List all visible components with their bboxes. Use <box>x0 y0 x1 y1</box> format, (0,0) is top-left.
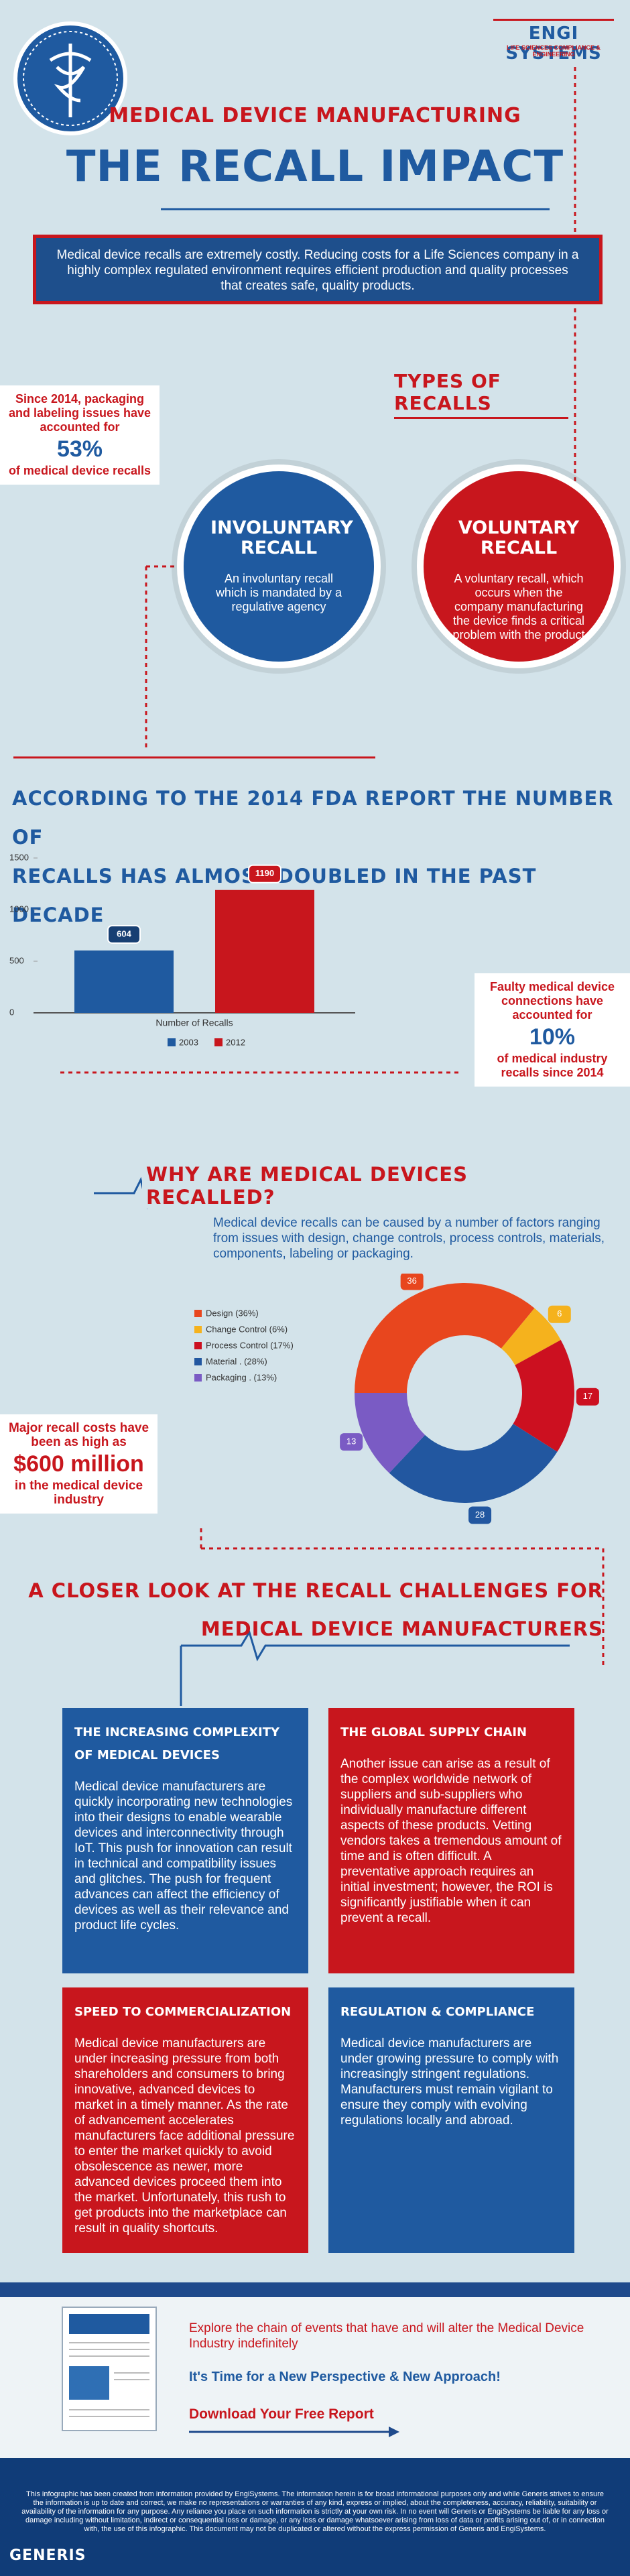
intro: Medical device recalls are extremely cos… <box>33 235 603 304</box>
box-text: Medical device manufacturers are under i… <box>74 2036 295 2235</box>
callout-cost: Major recall costs have been as high as … <box>0 1414 158 1514</box>
pie-chart: 36 Design (36%) 6 Change Control (6%) 17 Proc… <box>194 1274 599 1524</box>
legend-swatch <box>194 1310 202 1317</box>
types-heading: TYPES OF RECALLS <box>394 370 568 419</box>
closer-heading: A CLOSER LOOK AT THE RECALL CHALLENGES F… <box>27 1572 603 1648</box>
y-tick-label: 0 <box>9 1007 14 1017</box>
challenge-box: REGULATION & COMPLIANCE Medical device m… <box>328 1987 574 2253</box>
report-explore: Explore the chain of events that have an… <box>189 2321 584 2351</box>
brand-tagline: LIFE SCIENCES COMPLIANCE & ENGINEERING <box>506 44 601 58</box>
value-badge <box>548 1305 571 1323</box>
value-badge <box>400 1274 424 1290</box>
value-label: 36 <box>407 1276 416 1286</box>
legend-swatch <box>194 1342 202 1349</box>
legend-swatch <box>194 1326 202 1333</box>
challenge-box: THE INCREASING COMPLEXITY OF MEDICAL DEV… <box>62 1708 308 1973</box>
report-slogan: It's Time for a New Perspective & New Ap… <box>189 2370 501 2384</box>
y-tick-label: 1500 <box>9 852 29 862</box>
pie-slice <box>355 1393 426 1473</box>
why-text: Medical device recalls can be caused by … <box>213 1216 605 1261</box>
box-text: Medical device manufacturers are under g… <box>340 2036 559 2128</box>
callout-figure: $600 million <box>13 1451 144 1477</box>
value-badge <box>107 924 141 944</box>
callout-packaging: Since 2014, packaging and labeling issue… <box>0 385 160 485</box>
box-title: THE INCREASING COMPLEXITY OF MEDICAL DEV… <box>74 1725 279 1762</box>
disclaimer: This infographic has been created from i… <box>21 2490 609 2533</box>
callout-tail: of medical industry recalls since 2014 <box>497 1052 608 1079</box>
callout-faulty: Faulty medical device connections have a… <box>475 973 630 1087</box>
x-axis-label: Number of Recalls <box>155 1018 233 1028</box>
value-label: 13 <box>346 1436 356 1447</box>
value-badge <box>248 864 281 883</box>
value-badge <box>468 1506 492 1524</box>
value-label: 1190 <box>255 868 274 878</box>
value-label: 6 <box>557 1308 562 1318</box>
legend-swatch <box>194 1358 202 1365</box>
box-title: THE GLOBAL SUPPLY CHAIN <box>340 1725 527 1739</box>
circle-text: An involuntary recall which is mandated … <box>215 572 342 613</box>
box-title: REGULATION & COMPLIANCE <box>340 2005 535 2019</box>
generis-logo: GENERIS <box>9 2547 86 2564</box>
heading-line: ACCORDING TO THE 2014 FDA REPORT THE NUM… <box>12 787 614 849</box>
legend-swatch <box>194 1374 202 1382</box>
bar <box>215 890 314 1013</box>
challenge-box: SPEED TO COMMERCIALIZATION Medical devic… <box>62 1987 308 2253</box>
callout-tail: of medical device recalls <box>8 464 151 477</box>
legend-label: Material . (28%) <box>206 1356 267 1366</box>
legend-label: Packaging . (13%) <box>206 1372 277 1382</box>
circle-text: A voluntary recall, which occurs when th… <box>452 572 585 641</box>
pie-slice <box>513 1339 575 1452</box>
legend-swatch <box>214 1038 223 1046</box>
value-badge <box>340 1433 363 1451</box>
legend-label: Design (36%) <box>206 1308 259 1318</box>
pie-slice <box>501 1308 561 1365</box>
y-tick-label: 500 <box>9 955 24 965</box>
heading-line: A CLOSER LOOK AT THE RECALL CHALLENGES F… <box>28 1579 603 1602</box>
callout-lead: Faulty medical device connections have a… <box>489 980 615 1022</box>
legend-label: Change Control (6%) <box>206 1324 288 1334</box>
involuntary-circle: INVOLUNTARY RECALL An involuntary recall… <box>177 465 381 668</box>
pie-slice <box>355 1283 535 1393</box>
box-text: Another issue can arise as a result of t… <box>340 1757 562 1925</box>
legend-label: 2012 <box>226 1037 245 1047</box>
callout-lead: Since 2014, packaging and labeling issue… <box>8 392 151 434</box>
y-tick-label: 1000 <box>9 904 29 914</box>
bar-chart: 0 500 1000 1500 Number of Recalls 604 1190 2003… <box>9 852 355 1047</box>
box-text: Medical device manufacturers are quickly… <box>74 1780 293 1933</box>
callout-tail: in the medical device industry <box>14 1479 143 1507</box>
main-title: THE RECALL IMPACT <box>66 142 564 192</box>
pie-slice <box>389 1424 558 1503</box>
callout-figure: 53% <box>56 436 103 462</box>
heading-line: MEDICAL DEVICE MANUFACTURERS <box>200 1617 603 1640</box>
value-label: 17 <box>583 1391 592 1401</box>
bar <box>74 950 174 1013</box>
voluntary-circle: VOLUNTARY RECALL A voluntary recall, whi… <box>417 465 621 668</box>
callout-figure: 10% <box>529 1024 576 1050</box>
why-heading: WHY ARE MEDICAL DEVICES RECALLED? <box>142 1163 525 1209</box>
brand-logo: ENGI SYSTEMS <box>493 19 614 64</box>
legend-swatch <box>168 1038 176 1046</box>
value-label: 28 <box>475 1510 485 1520</box>
legend-label: 2003 <box>179 1037 198 1047</box>
kicker: MEDICAL DEVICE MANUFACTURING <box>109 104 521 127</box>
circle-title: INVOLUNTARY RECALL <box>210 517 353 558</box>
value-label: 604 <box>117 928 131 938</box>
legend-label: Process Control (17%) <box>206 1340 294 1350</box>
challenge-box: THE GLOBAL SUPPLY CHAIN Another issue ca… <box>328 1708 574 1973</box>
circle-title: VOLUNTARY RECALL <box>458 517 580 558</box>
value-badge <box>576 1388 599 1406</box>
box-title: SPEED TO COMMERCIALIZATION <box>74 2005 292 2019</box>
download-link[interactable]: Download Your Free Report <box>189 2406 374 2422</box>
callout-lead: Major recall costs have been as high as <box>8 1421 149 1449</box>
